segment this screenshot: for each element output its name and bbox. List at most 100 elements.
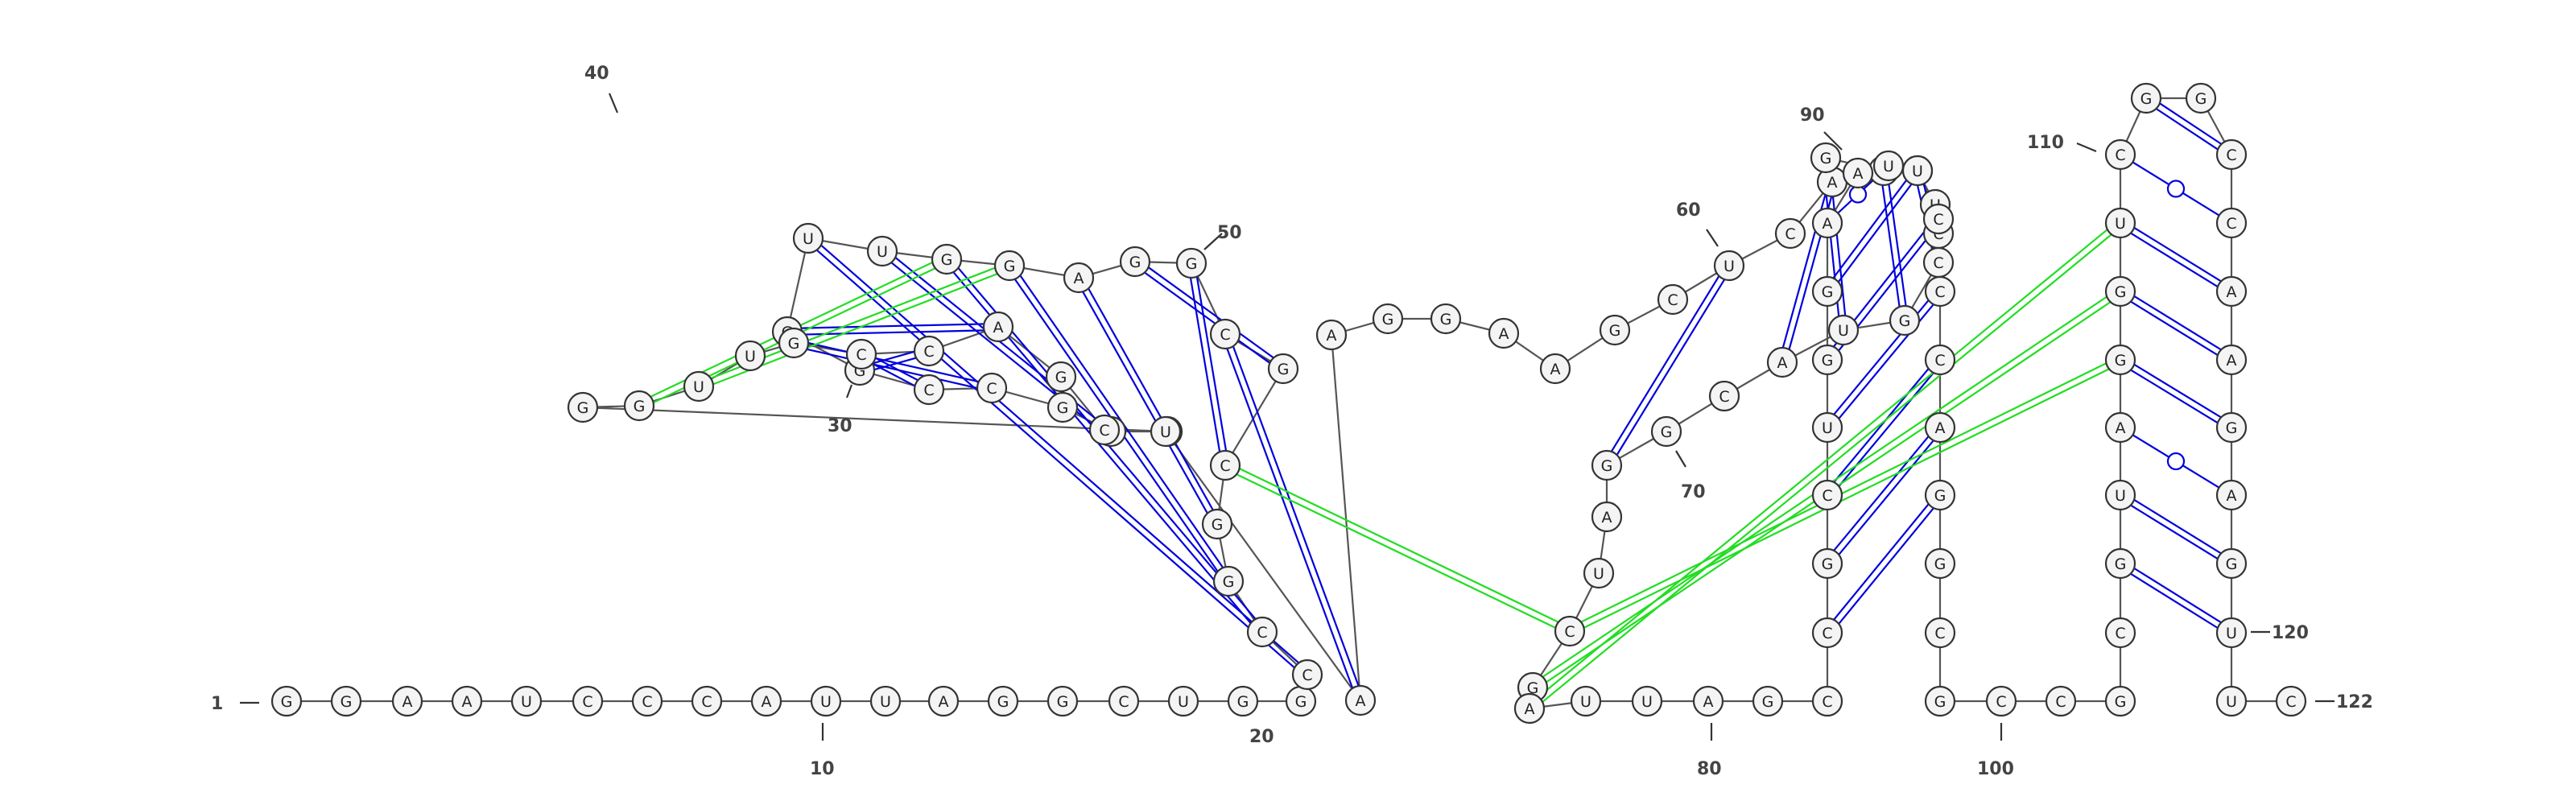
nucleotide-circle — [1810, 142, 1842, 174]
nucleotide-circle — [1167, 685, 1199, 717]
nucleotide-circle — [1046, 391, 1079, 423]
nucleotide-circle — [1227, 685, 1259, 717]
nucleotide-circle — [1842, 157, 1874, 189]
nucleotide-letter: C — [2226, 215, 2236, 233]
nucleotide-letter: G — [997, 693, 1009, 711]
nucleotide-letter: A — [1550, 361, 1561, 378]
nucleotide-letter: C — [1099, 422, 1109, 440]
nucleotide-letter: C — [2055, 693, 2066, 711]
nucleotide-100: C — [1924, 617, 1956, 649]
nucleotide-circle — [2215, 207, 2248, 239]
pseudoknot-pair-line — [1583, 368, 2110, 629]
nucleotide-letter: U — [1838, 322, 1849, 340]
nucleotide-letter: A — [402, 693, 413, 711]
nucleotide-letter: G — [1934, 487, 1946, 505]
nucleotide-circle — [987, 685, 1019, 717]
nucleotide-letter: C — [2115, 625, 2125, 642]
nucleotide-circle — [982, 311, 1014, 343]
nucleotide-letter: G — [2115, 555, 2127, 573]
nucleotide-circle — [691, 685, 723, 717]
base-pair-line — [2130, 572, 2219, 629]
nucleotide-letter: G — [2140, 90, 2153, 108]
nucleotide-circle — [2104, 207, 2136, 239]
base-pair-layer — [650, 102, 2222, 703]
nucleotide-letter: A — [2116, 419, 2126, 437]
nucleotide-circle — [1209, 449, 1241, 481]
nucleotide-circle — [2215, 479, 2248, 511]
nucleotide-circle — [1811, 685, 1843, 717]
nucleotide-circle — [2104, 344, 2136, 376]
nucleotide-letter: U — [2226, 693, 2237, 711]
nucleotide-circle — [1063, 262, 1095, 294]
nucleotide-circle — [1372, 303, 1404, 335]
nucleotide-15: C — [1108, 685, 1140, 717]
nucleotide-letter: G — [2115, 352, 2127, 370]
nucleotide-circle — [1175, 247, 1208, 279]
nucleotide-circle — [1924, 275, 1956, 308]
nucleotide-105: C — [2104, 617, 2136, 649]
nucleotide-43: U — [734, 340, 766, 372]
nucleotide-circle — [1924, 617, 1956, 649]
base-pair-line — [1611, 275, 1720, 452]
nucleotide-109: G — [2104, 344, 2136, 376]
nucleotide-letter: C — [923, 343, 934, 361]
nucleotide-5: U — [510, 685, 543, 717]
nucleotide-3: A — [391, 685, 423, 717]
base-pair-line — [1144, 271, 1270, 364]
nucleotide-89: G — [1811, 275, 1843, 308]
nucleotide-28: A — [1063, 262, 1095, 294]
base-pair-line — [1838, 440, 1934, 555]
nucleotide-116: C — [2215, 207, 2248, 239]
nucleotide-circle — [913, 335, 945, 367]
nucleotide-letter: C — [1667, 291, 1678, 309]
nucleotide-circle — [1599, 314, 1631, 346]
base-pair-line — [1888, 184, 1907, 306]
nucleotide-letter: G — [1601, 457, 1613, 475]
base-pair-line — [2130, 232, 2219, 287]
nucleotide-letter: C — [1118, 693, 1129, 711]
pseudoknot-pair-line — [1580, 362, 2107, 623]
residue-number-70: 70 — [1681, 482, 1706, 502]
nucleotide-110: G — [2104, 275, 2136, 308]
nucleotide-letter: C — [1933, 211, 1943, 229]
nucleotide-13: G — [987, 685, 1019, 717]
nucleotide-circle — [1150, 415, 1182, 448]
nucleotide-letter: U — [1178, 693, 1189, 711]
nucleotide-circle — [1088, 414, 1121, 446]
nucleotide-circle — [976, 372, 1008, 404]
nucleotide-62: G — [1810, 142, 1842, 174]
nucleotide-50: U — [1150, 415, 1182, 448]
nucleotide-circle — [2045, 685, 2077, 717]
nucleotide-circle — [1811, 547, 1843, 580]
nucleotide-letter: C — [642, 693, 652, 711]
nucleotide-letter: A — [1356, 692, 1366, 710]
nucleotide-letter: U — [693, 378, 704, 396]
nucleotide-circle — [2215, 547, 2248, 580]
nucleotide-119: G — [2215, 411, 2248, 444]
nucleotide-circle — [1291, 659, 1323, 691]
nucleotide-letter: G — [1899, 312, 1911, 330]
nucleotide-99: G — [1924, 547, 1956, 580]
nucleotide-letter: G — [2226, 555, 2238, 573]
nucleotide-32: U — [792, 222, 824, 254]
nucleotide-circle — [451, 685, 483, 717]
nucleotide-letter: A — [462, 693, 473, 711]
nucleotide-circle — [2104, 547, 2136, 580]
nucleotide-layer: GGAAUCCCAUUAGGCUGGCCGGCGCGGAGGUUGGCCGACG… — [270, 82, 2307, 725]
base-pair-line — [2156, 108, 2219, 151]
nucleotide-letter: U — [820, 693, 832, 711]
nucleotide-circle — [1591, 449, 1623, 481]
nucleotide-circle — [1922, 203, 1955, 235]
nucleotide-90: A — [1811, 207, 1843, 239]
nucleotide-42: U — [683, 370, 715, 403]
tick-70 — [1675, 450, 1686, 468]
base-pair-line — [816, 250, 1295, 668]
nucleotide-111: U — [2104, 207, 2136, 239]
nucleotide-circle — [2104, 411, 2136, 444]
nucleotide-circle — [2185, 82, 2217, 114]
nucleotide-letter: G — [634, 398, 646, 415]
nucleotide-118: A — [2215, 344, 2248, 376]
nucleotide-75: U — [1583, 557, 1615, 589]
nucleotide-circle — [510, 685, 543, 717]
nucleotide-circle — [1774, 217, 1806, 250]
